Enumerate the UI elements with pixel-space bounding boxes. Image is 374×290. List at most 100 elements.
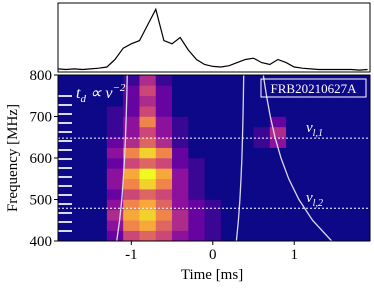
heatmap-cell bbox=[318, 126, 336, 138]
heatmap-cell bbox=[351, 106, 368, 117]
heatmap-cell bbox=[204, 230, 222, 242]
heatmap-cell bbox=[302, 85, 319, 97]
heatmap-cell bbox=[253, 178, 271, 190]
heatmap-cell bbox=[188, 168, 205, 180]
heatmap-cell bbox=[172, 147, 189, 159]
heatmap-cell bbox=[318, 116, 336, 128]
masked-channel bbox=[58, 95, 72, 97]
heatmap-cell bbox=[318, 178, 336, 190]
heatmap-cell bbox=[237, 95, 254, 107]
heatmap-cell bbox=[237, 116, 254, 128]
heatmap-cell bbox=[90, 230, 108, 242]
heatmap-cell bbox=[318, 199, 336, 211]
heatmap-cell bbox=[286, 116, 303, 128]
heatmap-cell bbox=[90, 116, 108, 128]
heatmap-cell bbox=[58, 230, 75, 242]
heatmap-cell bbox=[302, 137, 319, 148]
heatmap-cell bbox=[237, 209, 254, 221]
heatmap-cell bbox=[302, 199, 319, 211]
heatmap-cell bbox=[106, 126, 124, 138]
heatmap-cell bbox=[286, 220, 303, 231]
heatmap-cell bbox=[318, 147, 336, 159]
heatmap-cell bbox=[106, 209, 124, 221]
heatmap-cell bbox=[204, 147, 222, 159]
y-tick-label: 600 bbox=[30, 151, 53, 167]
heatmap-cell bbox=[286, 199, 303, 211]
heatmap-cell bbox=[204, 189, 222, 200]
heatmap-cell bbox=[139, 168, 157, 180]
heatmap-cell bbox=[253, 116, 271, 128]
heatmap-cell bbox=[155, 158, 173, 169]
heatmap-cell bbox=[123, 75, 140, 86]
heatmap-cell bbox=[318, 158, 336, 169]
annotation-sup: −2 bbox=[112, 82, 125, 94]
heatmap-cell bbox=[172, 95, 189, 107]
heatmap-cell bbox=[351, 220, 368, 231]
heatmap-cells bbox=[58, 75, 368, 242]
heatmap-cell bbox=[302, 178, 319, 190]
heatmap-cell bbox=[204, 137, 222, 148]
heatmap-cell bbox=[220, 75, 238, 86]
heatmap-cell bbox=[139, 147, 157, 159]
heatmap-cell bbox=[220, 106, 238, 117]
heatmap-cell bbox=[74, 199, 91, 211]
heatmap-cell bbox=[139, 220, 157, 231]
heatmap-cell bbox=[58, 220, 75, 231]
heatmap-cell bbox=[334, 168, 352, 180]
heatmap-cell bbox=[90, 85, 108, 97]
heatmap-cell bbox=[58, 95, 75, 107]
heatmap-cell bbox=[123, 147, 140, 159]
heatmap-cell bbox=[334, 178, 352, 190]
heatmap-cell bbox=[302, 126, 319, 138]
heatmap-cell bbox=[253, 189, 271, 200]
y-tick-label: 500 bbox=[30, 193, 53, 209]
heatmap-cell bbox=[286, 178, 303, 190]
heatmap-cell bbox=[155, 230, 173, 242]
heatmap-cell bbox=[90, 199, 108, 211]
heatmap-cell bbox=[188, 230, 205, 242]
heatmap-cell bbox=[106, 178, 124, 190]
heatmap-cell bbox=[237, 158, 254, 169]
heatmap-cell bbox=[334, 147, 352, 159]
heatmap-cell bbox=[90, 75, 108, 86]
heatmap-cell bbox=[269, 95, 287, 107]
heatmap-cell bbox=[139, 116, 157, 128]
y-tick-label: 700 bbox=[30, 110, 53, 126]
heatmap-cell bbox=[172, 158, 189, 169]
heatmap-cell bbox=[286, 137, 303, 148]
heatmap-cell bbox=[269, 106, 287, 117]
reference-label: νl,1 bbox=[306, 120, 323, 139]
heatmap-cell bbox=[220, 137, 238, 148]
heatmap-cell bbox=[74, 95, 91, 107]
heatmap-cell bbox=[172, 137, 189, 148]
heatmap-cell bbox=[269, 126, 287, 138]
heatmap-cell bbox=[155, 95, 173, 107]
heatmap-cell bbox=[74, 126, 91, 138]
heatmap-cell bbox=[106, 75, 124, 86]
heatmap-cell bbox=[318, 189, 336, 200]
heatmap-cell bbox=[351, 189, 368, 200]
heatmap-cell bbox=[269, 147, 287, 159]
masked-channel bbox=[58, 203, 72, 205]
heatmap-cell bbox=[155, 220, 173, 231]
label-box bbox=[260, 78, 367, 98]
heatmap-cell bbox=[188, 209, 205, 221]
heatmap-cell bbox=[269, 116, 287, 128]
heatmap-cell bbox=[286, 189, 303, 200]
heatmap-cell bbox=[351, 85, 368, 97]
heatmap-cell bbox=[172, 116, 189, 128]
annotation-base: t bbox=[76, 85, 81, 102]
heatmap-cell bbox=[334, 158, 352, 169]
heatmap-cell bbox=[334, 126, 352, 138]
heatmap-cell bbox=[334, 209, 352, 221]
heatmap-cell bbox=[188, 85, 205, 97]
heatmap-cell bbox=[188, 178, 205, 190]
heatmap-cell bbox=[155, 168, 173, 180]
heatmap-cell bbox=[90, 126, 108, 138]
heatmap-cell bbox=[172, 85, 189, 97]
heatmap-cell bbox=[302, 95, 319, 107]
heatmap-cell bbox=[58, 158, 75, 169]
heatmap-cell bbox=[253, 199, 271, 211]
heatmap-cell bbox=[269, 158, 287, 169]
heatmap-cell bbox=[318, 85, 336, 97]
